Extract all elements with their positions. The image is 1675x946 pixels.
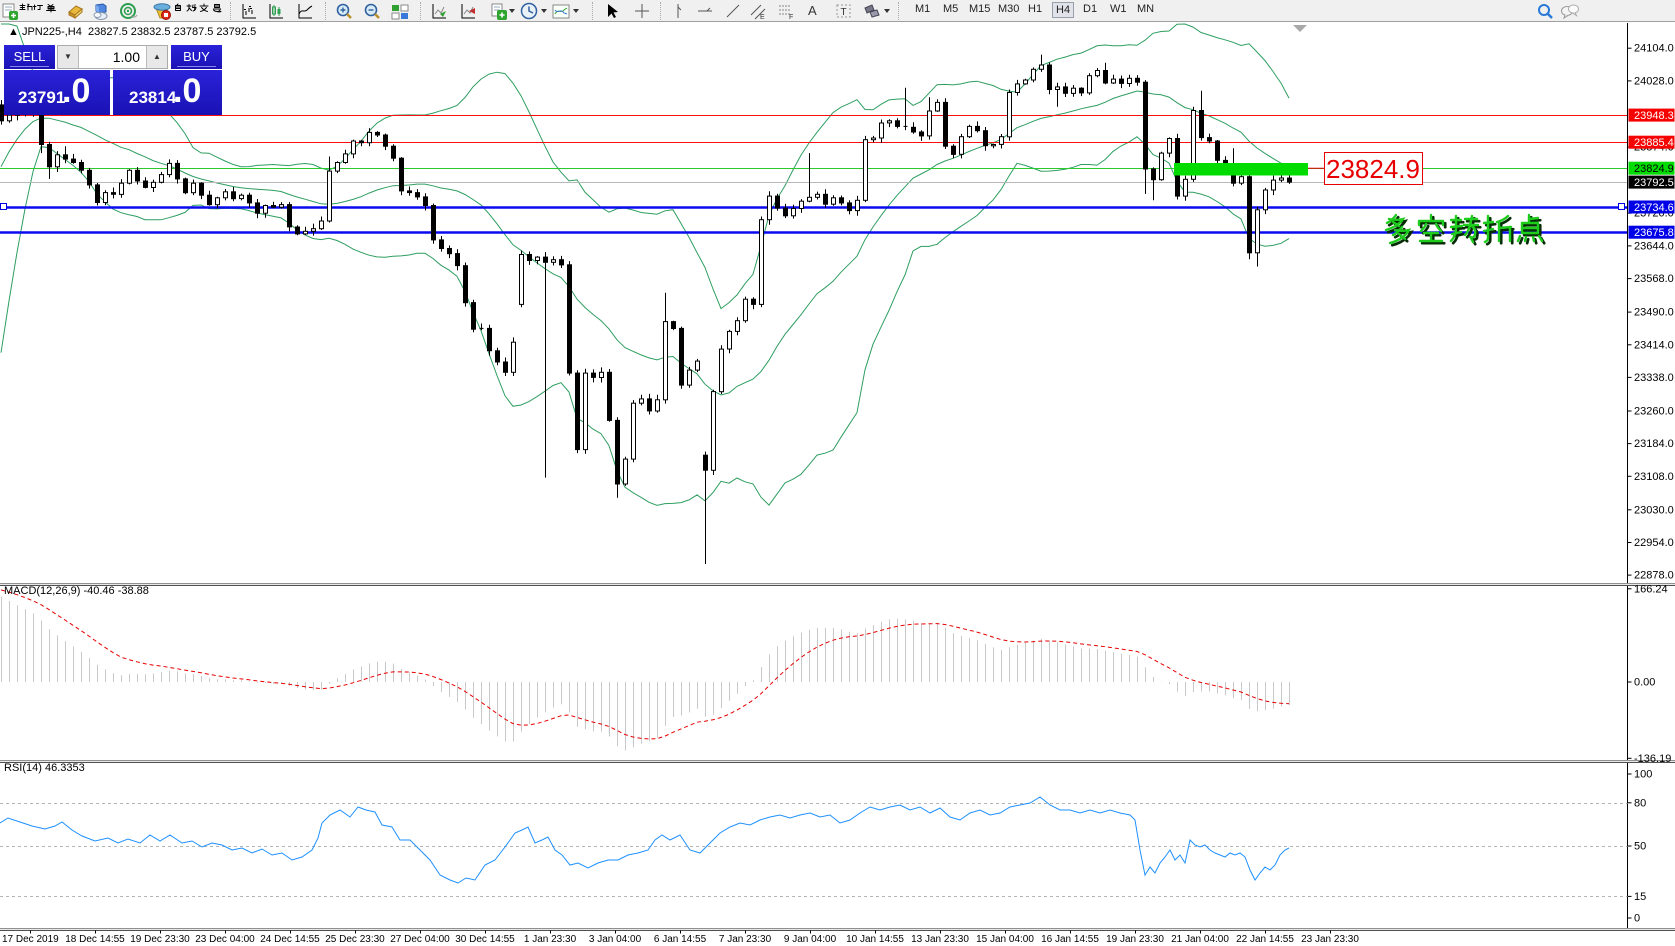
svg-text:24104.0: 24104.0 [1634, 43, 1674, 55]
svg-text:23030.0: 23030.0 [1634, 504, 1674, 516]
svg-text:19 Dec 23:30: 19 Dec 23:30 [130, 934, 190, 945]
svg-text:24028.0: 24028.0 [1634, 75, 1674, 87]
svg-text:23824.9: 23824.9 [1634, 163, 1674, 175]
svg-text:16 Jan 14:55: 16 Jan 14:55 [1041, 934, 1099, 945]
svg-text:21 Jan 04:00: 21 Jan 04:00 [1171, 934, 1229, 945]
svg-text:22878.0: 22878.0 [1634, 570, 1674, 582]
svg-text:23338.0: 23338.0 [1634, 372, 1674, 384]
svg-text:T: T [841, 7, 847, 18]
svg-text:23948.3: 23948.3 [1634, 110, 1674, 122]
svg-text:24 Dec 14:55: 24 Dec 14:55 [260, 934, 320, 945]
svg-text:-136.19: -136.19 [1634, 753, 1671, 765]
svg-text:9 Jan 04:00: 9 Jan 04:00 [784, 934, 837, 945]
svg-text:25 Dec 23:30: 25 Dec 23:30 [325, 934, 385, 945]
svg-text:13 Jan 23:30: 13 Jan 23:30 [911, 934, 969, 945]
svg-text:23885.4: 23885.4 [1634, 137, 1674, 149]
svg-text:27 Dec 04:00: 27 Dec 04:00 [390, 934, 450, 945]
svg-text:7 Jan 23:30: 7 Jan 23:30 [719, 934, 772, 945]
svg-text:23734.6: 23734.6 [1634, 202, 1674, 214]
svg-text:19 Jan 23:30: 19 Jan 23:30 [1106, 934, 1164, 945]
svg-text:15 Jan 04:00: 15 Jan 04:00 [976, 934, 1034, 945]
svg-text:0: 0 [1634, 913, 1640, 925]
svg-text:10 Jan 14:55: 10 Jan 14:55 [846, 934, 904, 945]
svg-text:100: 100 [1634, 769, 1652, 781]
svg-text:166.24: 166.24 [1634, 583, 1668, 595]
svg-text:MACD(12,26,9) -40.46 -38.88: MACD(12,26,9) -40.46 -38.88 [4, 585, 149, 597]
svg-text:23490.0: 23490.0 [1634, 307, 1674, 319]
svg-text:F: F [789, 14, 793, 21]
svg-text:23792.5: 23792.5 [1634, 177, 1674, 189]
svg-text:23414.0: 23414.0 [1634, 339, 1674, 351]
svg-text:23184.0: 23184.0 [1634, 438, 1674, 450]
svg-text:23824.9: 23824.9 [1326, 154, 1420, 184]
svg-text:23675.8: 23675.8 [1634, 227, 1674, 239]
svg-text:15: 15 [1634, 891, 1646, 903]
svg-text:18 Dec 14:55: 18 Dec 14:55 [65, 934, 125, 945]
svg-text:80: 80 [1634, 797, 1646, 809]
svg-text:50: 50 [1634, 841, 1646, 853]
svg-text:23568.0: 23568.0 [1634, 273, 1674, 285]
svg-text:23260.0: 23260.0 [1634, 406, 1674, 418]
svg-text:23 Dec 04:00: 23 Dec 04:00 [195, 934, 255, 945]
svg-text:1 Jan 23:30: 1 Jan 23:30 [524, 934, 577, 945]
svg-text:0.00: 0.00 [1634, 677, 1655, 689]
svg-text:23108.0: 23108.0 [1634, 471, 1674, 483]
svg-text:22 Jan 14:55: 22 Jan 14:55 [1236, 934, 1294, 945]
svg-text:23 Jan 23:30: 23 Jan 23:30 [1301, 934, 1359, 945]
svg-text:E: E [760, 14, 765, 21]
svg-text:3 Jan 04:00: 3 Jan 04:00 [589, 934, 642, 945]
svg-text:22954.0: 22954.0 [1634, 537, 1674, 549]
svg-text:6 Jan 14:55: 6 Jan 14:55 [654, 934, 707, 945]
svg-text:30 Dec 14:55: 30 Dec 14:55 [455, 934, 515, 945]
svg-text:23644.0: 23644.0 [1634, 240, 1674, 252]
svg-text:17 Dec 2019: 17 Dec 2019 [2, 934, 59, 945]
svg-text:RSI(14) 46.3353: RSI(14) 46.3353 [4, 762, 85, 774]
